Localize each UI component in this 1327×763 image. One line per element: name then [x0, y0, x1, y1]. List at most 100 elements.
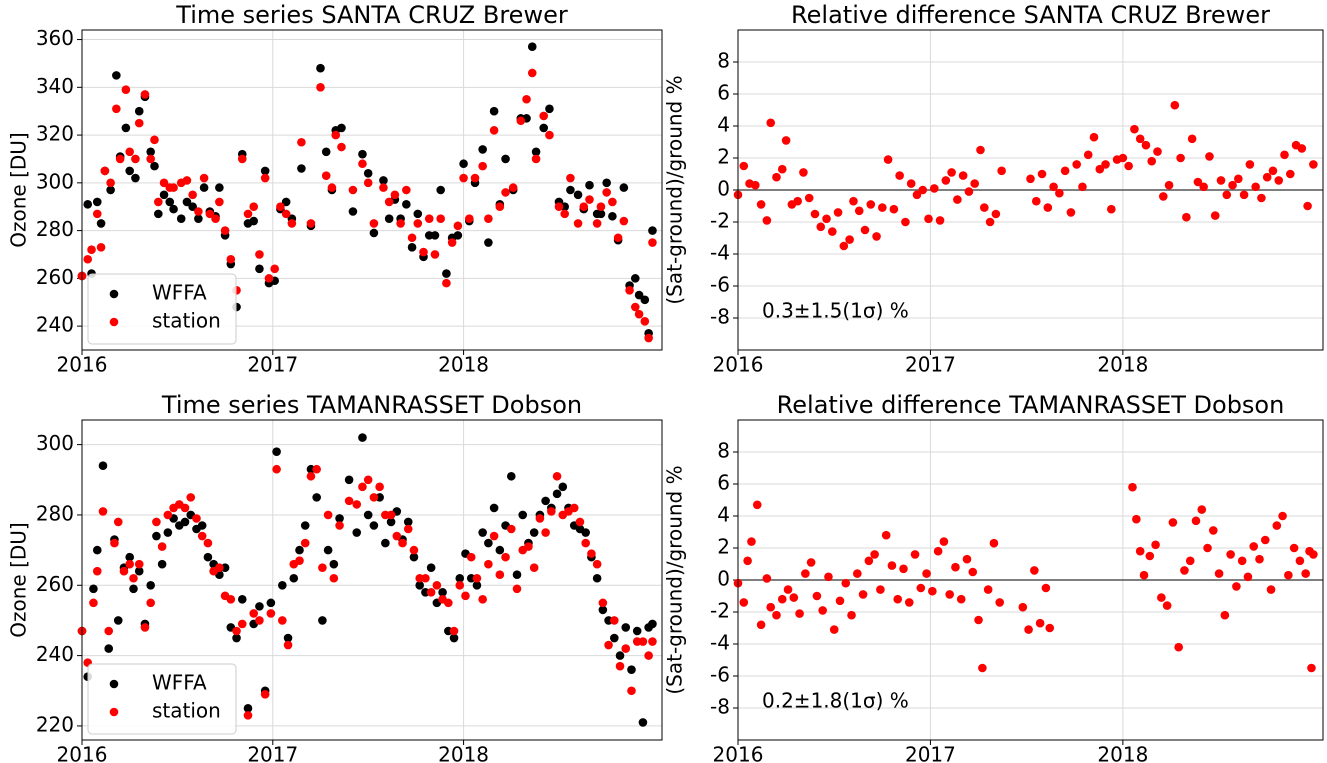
data-point [323, 545, 333, 555]
data-point [615, 651, 625, 660]
data-point [524, 542, 533, 551]
data-point [453, 231, 463, 240]
data-point [772, 172, 781, 182]
data-point [1095, 164, 1105, 174]
data-point [169, 183, 178, 192]
data-point [816, 222, 826, 232]
data-point [1151, 540, 1160, 550]
data-point [602, 188, 611, 197]
data-point [887, 561, 897, 570]
data-point [640, 295, 650, 305]
data-point [323, 510, 333, 520]
data-point [484, 538, 493, 548]
data-point [1043, 203, 1053, 212]
data-point [619, 183, 629, 192]
plot-frame [81, 419, 663, 741]
data-point [96, 219, 106, 228]
annotation: 0.3±1.5(1σ) % [762, 299, 909, 323]
data-point [1018, 602, 1028, 612]
data-point [512, 570, 522, 580]
data-point [573, 219, 583, 228]
data-point [598, 598, 608, 608]
y-tick-label: -8 [710, 305, 730, 329]
data-point [430, 231, 440, 240]
data-point [1049, 182, 1058, 192]
data-point [300, 538, 310, 548]
data-point [415, 580, 424, 590]
data-point [1083, 150, 1093, 160]
data-point [1272, 521, 1282, 530]
plot-frame [737, 29, 1324, 351]
data-point [1128, 482, 1137, 492]
data-point [547, 507, 556, 516]
data-point [249, 202, 259, 212]
data-point [157, 559, 167, 569]
data-point [92, 545, 102, 555]
data-point [1260, 535, 1270, 545]
data-point [1237, 556, 1247, 566]
data-point [243, 704, 253, 713]
data-point [134, 106, 144, 116]
data-point [194, 214, 203, 223]
data-point [648, 619, 657, 629]
legend-marker [109, 289, 119, 299]
data-point [870, 550, 879, 559]
data-point [358, 482, 367, 492]
data-point [140, 623, 150, 632]
y-tick-label: 280 [36, 501, 74, 525]
data-point [1072, 160, 1081, 169]
data-point [226, 254, 236, 264]
data-point [369, 219, 379, 228]
data-point [270, 264, 279, 274]
data-point [180, 503, 190, 513]
y-tick-label: 0 [717, 177, 730, 201]
data-point [276, 202, 285, 212]
data-point [573, 190, 583, 200]
data-point [1309, 160, 1318, 169]
data-point [92, 197, 102, 207]
data-point [495, 545, 505, 555]
data-point [1257, 193, 1266, 203]
data-point [529, 563, 539, 572]
data-point [337, 123, 346, 133]
data-point [165, 197, 175, 207]
data-point [112, 104, 121, 114]
data-point [83, 200, 93, 209]
data-point [539, 111, 549, 121]
y-tick-label: -2 [710, 209, 730, 233]
data-point [604, 640, 613, 650]
data-point [215, 197, 224, 207]
y-axis-label: (Sat-ground)/ground % [663, 465, 687, 694]
data-point [329, 573, 339, 583]
data-point [893, 594, 903, 604]
data-point [804, 193, 814, 203]
data-point [150, 135, 159, 145]
data-point [901, 217, 910, 227]
data-point [575, 517, 585, 527]
data-point [266, 598, 276, 608]
data-point [1124, 161, 1133, 171]
data-point [129, 584, 138, 594]
data-point [409, 545, 419, 555]
data-point [264, 274, 274, 283]
data-point [331, 130, 341, 140]
annotation: 0.2±1.8(1σ) % [762, 689, 909, 713]
data-point [381, 538, 390, 548]
data-point [829, 625, 839, 634]
data-point [363, 168, 373, 178]
data-point [92, 566, 102, 576]
x-tick-label: 2016 [57, 743, 108, 763]
data-point [318, 563, 327, 572]
data-point [125, 147, 134, 157]
y-tick-label: 6 [717, 471, 730, 495]
data-point [743, 556, 752, 566]
data-point [197, 531, 207, 541]
data-point [255, 602, 264, 611]
data-point [449, 633, 459, 643]
y-tick-label: -8 [710, 695, 730, 719]
data-point [318, 616, 327, 625]
data-point [933, 546, 943, 556]
data-point [541, 496, 550, 506]
data-point [169, 204, 178, 214]
data-point [976, 145, 985, 155]
